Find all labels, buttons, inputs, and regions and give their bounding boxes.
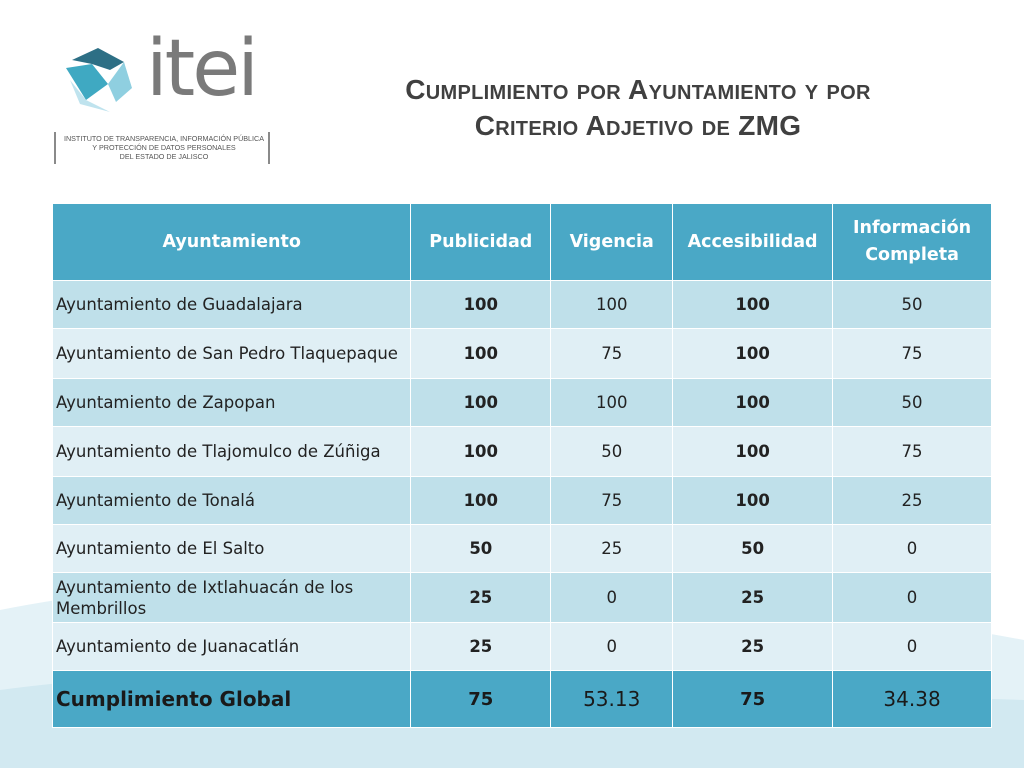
table-row: Ayuntamiento de Tonalá 100 75 100 25 <box>51 476 992 525</box>
cell-vigencia: 0 <box>550 572 674 623</box>
itei-logo: itei INSTITUTO DE TRANSPARENCIA, INFORMA… <box>52 30 282 166</box>
header-accesibilidad: Accesibilidad <box>672 203 834 281</box>
table-row: Ayuntamiento de San Pedro Tlaquepaque 10… <box>51 328 992 379</box>
cell-publicidad: 100 <box>410 426 552 477</box>
table-footer-row: Cumplimiento Global 75 53.13 75 34.38 <box>51 670 992 728</box>
cell-publicidad: 100 <box>410 280 552 329</box>
header-informacion-completa: Información Completa <box>832 203 992 281</box>
cell-informacion: 0 <box>832 622 992 671</box>
table-row: Ayuntamiento de Tlajomulco de Zúñiga 100… <box>51 426 992 477</box>
row-name: Ayuntamiento de Guadalajara <box>51 280 412 329</box>
cell-vigencia: 100 <box>550 378 674 427</box>
logo-divider-right <box>268 132 270 164</box>
logo-caption: INSTITUTO DE TRANSPARENCIA, INFORMACIÓN … <box>62 134 266 161</box>
cell-accesibilidad: 100 <box>672 280 834 329</box>
table-row: Ayuntamiento de Guadalajara 100 100 100 … <box>51 280 992 329</box>
cell-informacion: 50 <box>832 378 992 427</box>
cell-informacion: 50 <box>832 280 992 329</box>
cell-accesibilidad: 25 <box>672 572 834 623</box>
itei-wordmark: itei <box>146 24 259 114</box>
compliance-table: Ayuntamiento Publicidad Vigencia Accesib… <box>51 203 992 728</box>
cell-accesibilidad: 100 <box>672 328 834 379</box>
logo-caption-line: Y PROTECCIÓN DE DATOS PERSONALES <box>92 143 236 152</box>
cell-vigencia: 50 <box>550 426 674 477</box>
header-ayuntamiento: Ayuntamiento <box>51 203 412 281</box>
cell-accesibilidad: 50 <box>672 524 834 573</box>
logo-caption-line: INSTITUTO DE TRANSPARENCIA, INFORMACIÓN … <box>63 134 265 143</box>
cell-informacion: 75 <box>832 426 992 477</box>
cell-vigencia: 75 <box>550 476 674 525</box>
row-name: Ayuntamiento de Zapopan <box>51 378 412 427</box>
cell-accesibilidad: 25 <box>672 622 834 671</box>
row-name: Ayuntamiento de El Salto <box>51 524 412 573</box>
cell-accesibilidad: 100 <box>672 378 834 427</box>
cell-publicidad: 100 <box>410 476 552 525</box>
footer-publicidad: 75 <box>410 670 552 728</box>
cell-publicidad: 50 <box>410 524 552 573</box>
slide-title-line-1: Cumplimiento por Ayuntamiento y por <box>405 74 871 105</box>
cell-vigencia: 75 <box>550 328 674 379</box>
cell-accesibilidad: 100 <box>672 476 834 525</box>
table-row: Ayuntamiento de El Salto 50 25 50 0 <box>51 524 992 573</box>
cell-informacion: 75 <box>832 328 992 379</box>
logo-divider-left <box>54 132 56 164</box>
footer-name: Cumplimiento Global <box>51 670 412 728</box>
cell-informacion: 25 <box>832 476 992 525</box>
logo-caption-line: DEL ESTADO DE JALISCO <box>119 152 209 161</box>
header-publicidad: Publicidad <box>410 203 552 281</box>
row-name: Ayuntamiento de Ixtlahuacán de los Membr… <box>51 572 412 623</box>
cell-publicidad: 25 <box>410 572 552 623</box>
cell-informacion: 0 <box>832 524 992 573</box>
row-name: Ayuntamiento de Tlajomulco de Zúñiga <box>51 426 412 477</box>
slide-title: Cumplimiento por Ayuntamiento y por Crit… <box>318 72 958 144</box>
footer-informacion: 34.38 <box>832 670 992 728</box>
cell-publicidad: 25 <box>410 622 552 671</box>
cell-accesibilidad: 100 <box>672 426 834 477</box>
row-name: Ayuntamiento de Tonalá <box>51 476 412 525</box>
table-row: Ayuntamiento de Juanacatlán 25 0 25 0 <box>51 622 992 671</box>
table-header-row: Ayuntamiento Publicidad Vigencia Accesib… <box>51 203 992 281</box>
cell-publicidad: 100 <box>410 328 552 379</box>
footer-accesibilidad: 75 <box>672 670 834 728</box>
cell-vigencia: 100 <box>550 280 674 329</box>
table-row: Ayuntamiento de Ixtlahuacán de los Membr… <box>51 572 992 623</box>
cell-vigencia: 0 <box>550 622 674 671</box>
footer-vigencia: 53.13 <box>550 670 674 728</box>
row-name: Ayuntamiento de Juanacatlán <box>51 622 412 671</box>
slide-title-line-2: Criterio Adjetivo de ZMG <box>474 110 802 141</box>
row-name: Ayuntamiento de San Pedro Tlaquepaque <box>51 328 412 379</box>
cell-vigencia: 25 <box>550 524 674 573</box>
itei-logo-mark-icon <box>66 48 132 112</box>
cell-publicidad: 100 <box>410 378 552 427</box>
cell-informacion: 0 <box>832 572 992 623</box>
table-row: Ayuntamiento de Zapopan 100 100 100 50 <box>51 378 992 427</box>
header-vigencia: Vigencia <box>550 203 674 281</box>
